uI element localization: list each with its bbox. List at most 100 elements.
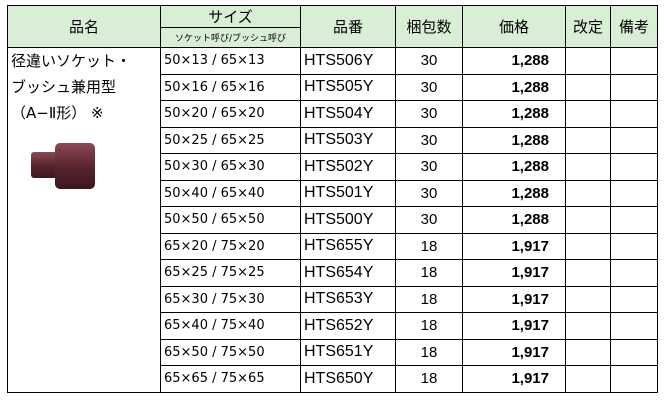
cell-revision [565,338,611,366]
cell-revision [565,312,611,340]
row: 65×30 / 75×30 HTS653Y 18 1,917 [8,285,658,313]
cell-revision [565,259,611,287]
cell-note [610,232,658,260]
header: 品名 [7,5,161,48]
row: 50×16 / 65×16 HTS505Y 30 1,288 [8,73,658,101]
cell-qty: 18 [395,365,463,393]
row: 50×20 / 65×20 HTS504Y 30 1,288 [8,100,658,128]
header: 価格 [462,5,566,48]
product-name-line: 径違いソケット・ [11,52,132,70]
cell-qty: 30 [395,179,463,207]
cell-revision [565,206,611,234]
product-name-line: （A−Ⅱ形） ※ [11,104,104,122]
product-image [29,140,157,200]
sub-header: ソケット呼び/ブッシュ呼び [160,27,301,48]
cell-price: 1,288 [462,206,566,234]
cell-size: 50×50 / 65×50 [160,206,301,234]
cell-size: 65×65 / 75×65 [160,365,301,393]
cell-price: 1,917 [462,232,566,260]
product-icon [31,143,95,189]
cell-revision [565,365,611,393]
cell-code: HTS652Y [300,312,396,340]
cell-qty: 18 [395,338,463,366]
cell-revision [565,100,611,128]
price-table: 品名 サイズ 品番 梱包数 価格 改定 備考 ソケット呼び/ブッシュ呼び 径違い… [7,5,658,393]
cell-qty: 18 [395,312,463,340]
cell-revision [565,179,611,207]
cell-size: 50×30 / 65×30 [160,153,301,181]
cell-code: HTS503Y [300,126,396,154]
cell-price: 1,288 [462,47,566,75]
cell-price: 1,288 [462,126,566,154]
cell-code: HTS501Y [300,179,396,207]
cell-code: HTS506Y [300,47,396,75]
header: 備考 [610,5,658,48]
cell-revision [565,153,611,181]
cell-size: 65×50 / 75×50 [160,338,301,366]
cell-size: 50×25 / 65×25 [160,126,301,154]
cell-price: 1,917 [462,285,566,313]
header: 品番 [300,5,396,48]
cell-qty: 30 [395,153,463,181]
cell-note [610,153,658,181]
cell-qty: 30 [395,73,463,101]
row: 50×50 / 65×50 HTS500Y 30 1,288 [8,206,658,234]
cell-code: HTS500Y [300,206,396,234]
row: 50×30 / 65×30 HTS502Y 30 1,288 [8,153,658,181]
cell-price: 1,917 [462,338,566,366]
cell-size: 65×20 / 75×20 [160,232,301,260]
cell-price: 1,288 [462,73,566,101]
cell-note [610,100,658,128]
cell-code: HTS653Y [300,285,396,313]
row: 65×40 / 75×40 HTS652Y 18 1,917 [8,312,658,340]
product-name-line: ブッシュ兼用型 [11,78,117,96]
product-cell: 径違いソケット・ ブッシュ兼用型 （A−Ⅱ形） ※ [7,47,161,393]
header: サイズ [160,5,301,28]
cell-qty: 30 [395,47,463,75]
cell-revision [565,73,611,101]
cell-revision [565,126,611,154]
cell-qty: 18 [395,232,463,260]
cell-note [610,206,658,234]
cell-size: 50×13 / 65×13 [160,47,301,75]
cell-note [610,285,658,313]
cell-qty: 18 [395,259,463,287]
cell-qty: 18 [395,285,463,313]
cell-code: HTS651Y [300,338,396,366]
cell-note [610,312,658,340]
cell-price: 1,917 [462,312,566,340]
cell-price: 1,917 [462,365,566,393]
cell-note [610,47,658,75]
cell-note [610,365,658,393]
row: 径違いソケット・ ブッシュ兼用型 （A−Ⅱ形） ※ 50×13 / 65×13 HTS5… [7,47,658,393]
cell-note [610,73,658,101]
cell-note [610,179,658,207]
cell-code: HTS650Y [300,365,396,393]
cell-code: HTS502Y [300,153,396,181]
cell-size: 50×16 / 65×16 [160,73,301,101]
row: 65×65 / 75×65 HTS650Y 18 1,917 [8,365,658,393]
cell-code: HTS655Y [300,232,396,260]
row: 65×20 / 75×20 HTS655Y 18 1,917 [8,232,658,260]
header: 梱包数 [395,5,463,48]
cell-size: 50×40 / 65×40 [160,179,301,207]
row: 65×25 / 75×25 HTS654Y 18 1,917 [8,259,658,287]
cell-code: HTS654Y [300,259,396,287]
cell-qty: 30 [395,206,463,234]
cell-note [610,259,658,287]
cell-code: HTS504Y [300,100,396,128]
row: 50×25 / 65×25 HTS503Y 30 1,288 [8,126,658,154]
cell-qty: 30 [395,100,463,128]
cell-note [610,126,658,154]
table-body: 径違いソケット・ ブッシュ兼用型 （A−Ⅱ形） ※ 50×13 / 65×13 HTS5… [7,47,658,393]
cell-revision [565,232,611,260]
cell-revision [565,285,611,313]
cell-price: 1,288 [462,179,566,207]
cell-price: 1,288 [462,153,566,181]
cell-size: 50×20 / 65×20 [160,100,301,128]
cell-price: 1,917 [462,259,566,287]
cell-revision [565,47,611,75]
cell-size: 65×30 / 75×30 [160,285,301,313]
cell-qty: 30 [395,126,463,154]
